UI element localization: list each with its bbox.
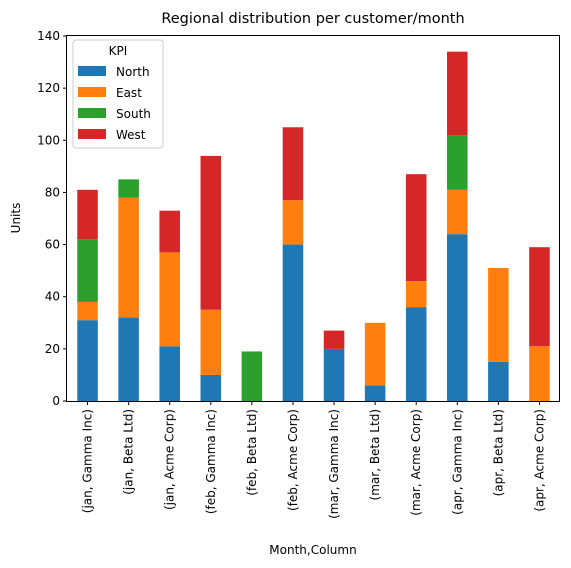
x-tick-label: (apr, Acme Corp) <box>532 409 546 512</box>
legend-label-south: South <box>116 107 151 121</box>
legend-swatch-north <box>78 66 106 76</box>
bar-north-6 <box>323 348 345 401</box>
bar-north-10 <box>488 361 509 401</box>
x-tick-label: (mar, Acme Corp) <box>409 409 423 516</box>
bar-north-1 <box>118 317 139 401</box>
x-tick-label: (jan, Beta Ltd) <box>122 409 136 495</box>
legend-swatch-west <box>78 129 106 139</box>
bar-north-0 <box>77 320 98 401</box>
bar-south-4 <box>241 351 263 401</box>
x-axis: (jan, Gamma Inc) (jan, Beta Ltd) (jan, Acm… <box>81 401 546 519</box>
y-tick-label: 120 <box>37 81 60 95</box>
bar-west-5 <box>282 127 304 201</box>
x-tick-label: (mar, Gamma Inc) <box>327 409 341 519</box>
bar-east-11 <box>529 346 550 401</box>
y-tick-label: 40 <box>45 290 60 304</box>
y-tick-label: 100 <box>37 133 60 147</box>
bar-east-9 <box>447 189 468 235</box>
bar-east-3 <box>200 309 222 375</box>
bar-west-2 <box>159 210 180 253</box>
bar-west-6 <box>323 330 345 349</box>
bar-west-3 <box>200 155 222 310</box>
legend: KPI North East South West <box>72 39 164 149</box>
bar-east-8 <box>405 281 427 308</box>
legend-label-north: North <box>116 65 150 79</box>
x-tick-label: (feb, Acme Corp) <box>286 409 300 511</box>
y-axis-label: Units <box>9 203 23 234</box>
bars-group <box>77 51 550 401</box>
bar-east-5 <box>282 200 304 245</box>
bar-north-5 <box>282 244 304 401</box>
bar-south-0 <box>77 239 98 302</box>
y-tick-label: 80 <box>45 185 60 199</box>
y-tick-label: 20 <box>45 342 60 356</box>
x-tick-label: (apr, Beta Ltd) <box>491 409 505 496</box>
y-tick-label: 0 <box>52 394 60 408</box>
legend-label-west: West <box>116 128 146 142</box>
bar-north-7 <box>364 385 386 401</box>
bar-east-7 <box>364 322 386 386</box>
x-tick-label: (mar, Beta Ltd) <box>368 409 382 500</box>
y-tick-label: 60 <box>45 238 60 252</box>
bar-east-10 <box>488 268 509 362</box>
bar-north-9 <box>447 234 468 401</box>
bar-west-9 <box>447 51 468 136</box>
x-tick-label: (jan, Gamma Inc) <box>81 409 95 513</box>
plot-frame <box>66 35 560 402</box>
legend-title: KPI <box>109 44 128 58</box>
bar-north-3 <box>200 374 222 401</box>
x-tick-label: (jan, Acme Corp) <box>163 409 177 510</box>
x-tick-label: (feb, Gamma Inc) <box>204 409 218 514</box>
chart-title: Regional distribution per customer/month <box>161 11 464 27</box>
bar-north-2 <box>159 346 180 401</box>
bar-west-8 <box>405 174 427 282</box>
bar-east-0 <box>77 301 98 321</box>
legend-swatch-south <box>78 108 106 118</box>
legend-swatch-east <box>78 87 106 97</box>
bar-south-9 <box>447 135 468 190</box>
legend-label-east: East <box>116 86 142 100</box>
y-axis: 0 20 40 60 80 100 120 140 <box>37 29 67 408</box>
y-tick-label: 140 <box>37 29 60 43</box>
bar-west-0 <box>77 189 98 240</box>
x-tick-label: (feb, Beta Ltd) <box>245 409 259 496</box>
x-tick-label: (apr, Gamma Inc) <box>450 409 464 515</box>
x-axis-label: Month,Column <box>269 543 356 557</box>
bar-north-8 <box>405 307 427 401</box>
bar-east-2 <box>159 252 180 347</box>
bar-east-1 <box>118 197 139 318</box>
bar-west-11 <box>529 247 550 347</box>
bar-south-1 <box>118 179 139 198</box>
